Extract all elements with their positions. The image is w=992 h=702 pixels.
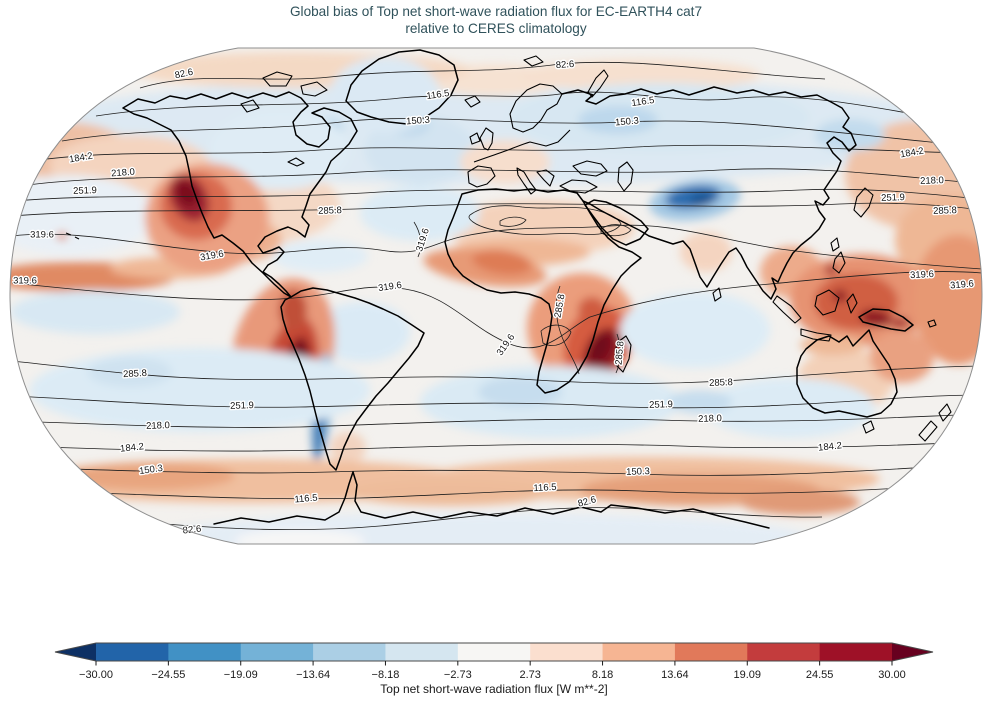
- colorbar-tick-label: −24.55: [151, 669, 185, 681]
- contour-label: 218.0: [146, 420, 170, 432]
- map-boundary: [9, 47, 983, 545]
- contour-label: 319.6: [910, 269, 934, 281]
- contour-label: 116.5: [631, 95, 655, 109]
- colorbar-segment: [313, 643, 386, 661]
- contour-label: 116.5: [294, 493, 318, 506]
- colorbar-segment: [674, 643, 748, 661]
- colorbar-ticks: −30.00 −24.55 −19.09 −13.64 −8.18 −2.73 2.73 8.…: [79, 661, 906, 681]
- contour-label: 116.5: [533, 482, 557, 494]
- colorbar-tick-label: −19.09: [224, 669, 258, 681]
- contour-label: 150.3: [626, 466, 650, 478]
- contour-label: 319.6: [950, 278, 975, 291]
- colorbar-segment: [819, 643, 893, 661]
- colorbar-tick-label: −8.18: [372, 669, 400, 681]
- contour-label: 251.9: [881, 192, 905, 204]
- contour-label: 150.3: [615, 115, 640, 128]
- colorbar-tick-label: −13.64: [296, 669, 330, 681]
- contour-label: 319.6: [30, 230, 54, 241]
- colorbar-tick-label: 13.64: [661, 669, 689, 681]
- contour-label: 319.6: [377, 280, 402, 294]
- colorbar-segment: [240, 643, 314, 661]
- colorbar-tick-label: 19.09: [734, 669, 762, 681]
- colorbar-segment: [168, 643, 242, 661]
- coastlines-layer: [65, 49, 952, 529]
- colorbar-segment: [385, 643, 459, 661]
- contour-label: 184.2: [818, 440, 843, 453]
- figure-title: Global bias of Top net short-wave radiat…: [0, 3, 992, 37]
- colorbar-segment: [96, 643, 169, 661]
- contour-label: 82.6: [174, 67, 194, 82]
- colorbar-segment: [747, 643, 821, 661]
- contour-label: 319.6: [13, 276, 37, 287]
- colorbar-cells: [55, 643, 933, 661]
- contour-label: 285.8: [613, 341, 626, 366]
- contour-label: 285.8: [709, 377, 733, 389]
- colorbar: −30.00 −24.55 −19.09 −13.64 −8.18 −2.73 2.73 8.…: [54, 642, 934, 696]
- contour-label: 150.3: [406, 115, 430, 128]
- contour-label: 285.8: [123, 368, 147, 380]
- contour-lines-layer: [11, 61, 982, 531]
- colorbar-tick-label: 2.73: [519, 669, 540, 681]
- colorbar-axis-label: Top net short-wave radiation flux [W m**…: [380, 682, 607, 696]
- contour-label: 150.3: [138, 463, 163, 477]
- contour-label: 184.2: [120, 441, 145, 454]
- colorbar-tick-label: −30.00: [79, 669, 113, 681]
- figure-title-line1: Global bias of Top net short-wave radiat…: [289, 4, 703, 19]
- colorbar-tick-label: 24.55: [806, 669, 834, 681]
- colorbar-tick-label: 30.00: [878, 669, 906, 681]
- contour-label: 218.0: [111, 167, 135, 180]
- colorbar-extend-right: [892, 643, 933, 661]
- colorbar-segment: [602, 643, 676, 661]
- contour-label: 218.0: [698, 413, 722, 425]
- colorbar-extend-left: [55, 643, 96, 661]
- contour-label: 285.8: [318, 205, 342, 217]
- contour-label: 218.0: [920, 175, 944, 187]
- contour-label: 251.9: [649, 399, 673, 411]
- figure-title-line2: relative to CERES climatology: [405, 21, 587, 36]
- contour-label: 285.8: [933, 205, 957, 217]
- contour-label: 251.9: [73, 185, 97, 197]
- colorbar-segment: [457, 643, 531, 661]
- contour-label: 116.5: [426, 88, 450, 102]
- contour-label: 82.6: [555, 59, 574, 71]
- bias-field-layer: [10, 48, 982, 544]
- colorbar-tick-label: 8.18: [592, 669, 613, 681]
- colorbar-segment: [530, 643, 604, 661]
- contour-label: 251.9: [230, 400, 254, 412]
- colorbar-tick-label: −2.73: [444, 669, 472, 681]
